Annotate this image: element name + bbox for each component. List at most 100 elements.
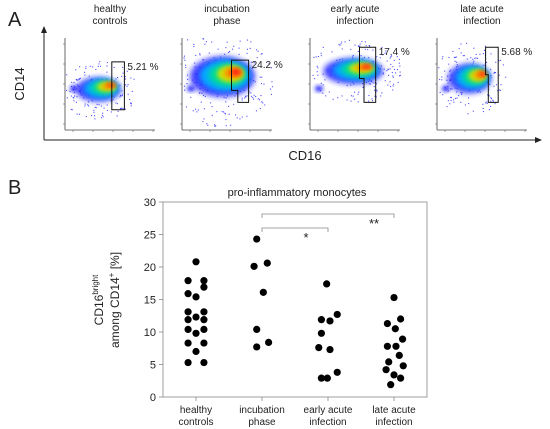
- flow-event-dot: [381, 92, 383, 94]
- flow-event-dot: [225, 101, 227, 103]
- data-point: [317, 374, 325, 382]
- flow-event-dot: [391, 55, 393, 57]
- y-tick-label: 15: [144, 295, 156, 307]
- y-tick-label: 25: [144, 230, 156, 242]
- flow-event-dot: [251, 95, 253, 97]
- flow-event-dot: [390, 86, 392, 88]
- flow-event-dot: [394, 68, 396, 70]
- flow-event-dot: [250, 41, 252, 43]
- data-point: [184, 358, 192, 367]
- flow-density-contour: [187, 85, 195, 92]
- flow-event-dot: [113, 66, 115, 68]
- flow-event-dot: [354, 91, 356, 93]
- flow-event-dot: [376, 83, 378, 85]
- flow-event-dot: [119, 84, 121, 86]
- flow-event-dot: [225, 125, 227, 127]
- flow-event-dot: [477, 91, 479, 93]
- flow-event-dot: [133, 78, 135, 80]
- flow-event-dot: [456, 61, 458, 63]
- flow-event-dot: [268, 63, 270, 65]
- flow-event-dot: [502, 64, 504, 66]
- flow-event-dot: [491, 98, 493, 100]
- panel-a-y-axis-label: CD14: [12, 67, 27, 100]
- flow-event-dot: [442, 94, 444, 96]
- flow-event-dot: [384, 52, 386, 54]
- data-point: [200, 358, 208, 367]
- flow-event-dot: [398, 58, 400, 60]
- data-point: [323, 374, 331, 382]
- flow-event-dot: [226, 41, 228, 43]
- flow-event-dot: [239, 40, 241, 42]
- flow-event-dot: [389, 68, 391, 70]
- flow-event-dot: [205, 41, 207, 43]
- flow-event-dot: [313, 56, 315, 58]
- flow-event-dot: [380, 95, 382, 97]
- flow-event-dot: [438, 67, 440, 69]
- flow-event-dot: [473, 60, 475, 62]
- flow-event-dot: [256, 57, 258, 59]
- flow-event-dot: [388, 74, 390, 76]
- flow-event-dot: [195, 54, 197, 56]
- flow-event-dot: [450, 88, 452, 90]
- flow-gate-percent: 24.2 %: [252, 60, 283, 71]
- flow-event-dot: [350, 100, 352, 102]
- flow-event-dot: [448, 56, 450, 58]
- flow-event-dot: [492, 100, 494, 102]
- flow-event-dot: [387, 69, 389, 71]
- data-point: [184, 339, 192, 347]
- flow-event-dot: [374, 82, 376, 84]
- data-point: [333, 310, 341, 319]
- flow-event-dot: [253, 94, 255, 96]
- data-point: [315, 344, 323, 352]
- flow-event-dot: [368, 45, 370, 47]
- flow-event-dot: [352, 56, 354, 58]
- flow-event-dot: [322, 46, 324, 48]
- flow-event-dot: [484, 102, 486, 104]
- flow-event-dot: [236, 117, 238, 119]
- flow-event-dot: [73, 100, 75, 102]
- flow-event-dot: [317, 56, 319, 58]
- data-point: [200, 308, 208, 316]
- data-point: [326, 317, 334, 325]
- data-point: [192, 258, 200, 266]
- flow-event-dot: [126, 85, 128, 87]
- flow-event-dot: [450, 97, 452, 99]
- flow-event-dot: [399, 71, 401, 73]
- flow-event-dot: [185, 64, 187, 66]
- flow-event-dot: [124, 76, 126, 78]
- flow-event-dot: [256, 49, 258, 51]
- flow-event-dot: [444, 70, 446, 72]
- flow-event-dot: [392, 89, 394, 91]
- flow-event-dot: [246, 115, 248, 117]
- data-point: [192, 329, 200, 337]
- flow-event-dot: [121, 95, 123, 97]
- flow-event-dot: [214, 124, 216, 126]
- flow-event-dot: [204, 95, 206, 97]
- flow-event-dot: [372, 82, 374, 84]
- flow-event-dot: [463, 55, 465, 57]
- flow-event-dot: [245, 95, 247, 97]
- flow-event-dot: [76, 96, 78, 98]
- flow-event-dot: [375, 89, 377, 91]
- flow-event-dot: [350, 48, 352, 50]
- flow-event-dot: [488, 109, 490, 111]
- flow-event-dot: [216, 111, 218, 113]
- flow-gate: [485, 46, 499, 103]
- flow-event-dot: [187, 78, 189, 80]
- flow-event-dot: [199, 54, 201, 56]
- x-tick-label: infection: [375, 417, 412, 428]
- significance-marker: **: [369, 216, 379, 231]
- y-tick-label: 30: [144, 197, 156, 209]
- data-point: [250, 262, 258, 270]
- flow-event-dot: [398, 62, 400, 64]
- flow-event-dot: [354, 44, 356, 46]
- flow-event-dot: [337, 97, 339, 99]
- flow-event-dot: [95, 68, 97, 70]
- flow-event-dot: [365, 45, 367, 47]
- data-point: [382, 366, 390, 374]
- flow-event-dot: [493, 85, 495, 87]
- flow-event-dot: [76, 113, 78, 115]
- flow-event-dot: [66, 97, 68, 99]
- flow-event-dot: [261, 76, 263, 78]
